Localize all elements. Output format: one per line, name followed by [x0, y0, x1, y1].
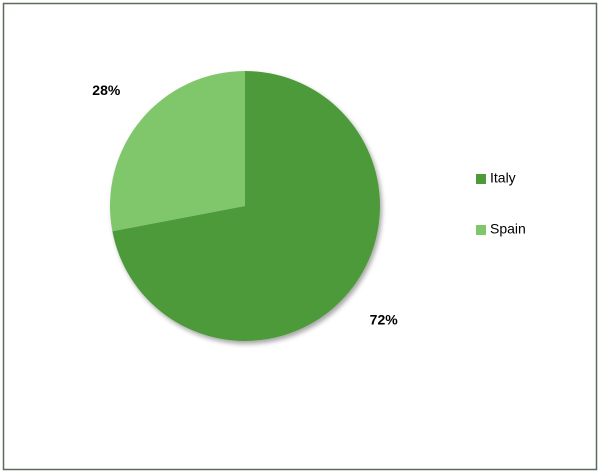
legend-label: Spain: [490, 221, 526, 237]
legend-swatch: [476, 225, 486, 235]
pie-slice: [110, 71, 245, 232]
legend-label: Italy: [490, 170, 516, 186]
pie-slice: [112, 71, 380, 341]
pie: [110, 71, 380, 341]
legend-swatch: [476, 174, 486, 184]
data-label: 72%: [370, 311, 399, 327]
data-label: 28%: [92, 82, 121, 98]
